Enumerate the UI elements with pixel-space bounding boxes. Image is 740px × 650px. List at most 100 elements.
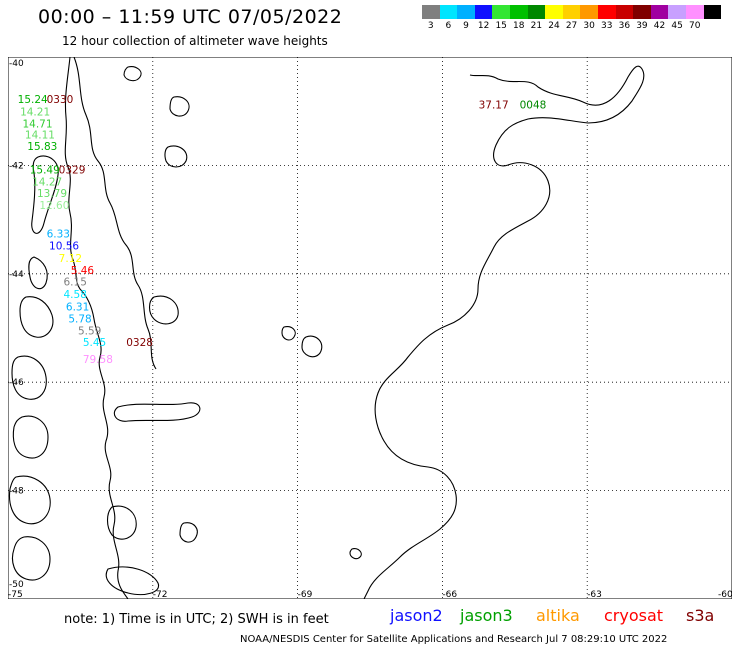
legend-swatch [633,5,651,19]
latitude-label: -50 [9,580,24,590]
legend-label: 24 [548,21,560,31]
longitude-label: -66 [442,590,457,599]
legend-label: 30 [583,21,595,31]
legend-label: 12 [477,21,490,31]
longitude-label: -72 [153,590,168,599]
map-frame [8,57,732,599]
map-title: 00:00 – 11:59 UTC 07/05/2022 [38,6,343,28]
wave-height-label: 10.56 [49,240,79,252]
legend-bin: 21 [527,5,546,31]
legend-bin: 42 [650,5,669,31]
legend-swatch [474,5,493,19]
island-group-4 [12,415,49,459]
satellite-s3a: s3a [686,606,715,625]
lake-7 [105,566,160,596]
satellite-jason2: jason2 [390,606,443,625]
lake-4 [148,295,179,325]
legend-bin: 39 [633,5,651,31]
pass-time-label: 0048 [520,99,547,111]
legend-swatch [439,5,458,19]
coastline-argentina [363,65,645,599]
longitude-label: -75 [8,590,23,599]
latitude-label: -42 [9,161,24,171]
legend-bin [703,5,722,31]
footer-note: note: 1) Time is in UTC; 2) SWH is in fe… [64,612,329,627]
graticule: -75 -72 -69 -66 -63 -60 -40 -42 -44 -46 -48 -50 [8,57,732,599]
legend-label: 45 [671,21,683,31]
legend-label: 18 [513,21,525,31]
legend-label: 21 [530,21,543,31]
legend-bin: 12 [474,5,493,31]
map-subtitle: 12 hour collection of altimeter wave hei… [62,34,328,48]
legend-bin: 18 [509,5,528,31]
legend-label: 33 [601,21,613,31]
legend-bin: 3 [422,5,440,31]
wave-height-label: 5.78 [68,314,91,326]
legend-swatch [457,5,475,19]
wave-height-label: 37.17 [479,99,509,111]
wave-height-label: 79.58 [83,354,113,366]
lake-8 [179,522,198,543]
wave-height-label: 15.83 [27,141,57,153]
island-chiloe [31,155,59,234]
legend-label: 39 [636,21,648,31]
legend-swatch [527,5,546,19]
legend-swatch [545,5,563,19]
legend-bin: 33 [597,5,616,31]
legend-label: 9 [463,21,469,31]
wave-height-label: 7.12 [59,253,82,265]
legend-swatch [615,5,634,19]
legend-bin: 36 [615,5,634,31]
legend-label: 42 [653,21,666,31]
legend-label: 70 [688,21,701,31]
legend-label: 6 [445,21,452,31]
island-group-6 [11,536,51,581]
legend-swatch [492,5,510,19]
lake-6 [106,505,137,540]
legend-label: 36 [618,21,631,31]
legend-bin: 24 [545,5,563,31]
legend-bin: 15 [492,5,510,31]
wave-height-label: 15.24 [18,94,48,106]
lake-1 [123,66,142,82]
legend-swatch [685,5,704,19]
latitude-label: -40 [9,59,24,69]
wave-height-label: 6.15 [64,277,87,289]
legend-bin: 70 [685,5,704,31]
island-group-3 [11,355,47,400]
coastline-inland [73,57,157,370]
latitude-label: -44 [9,270,24,280]
islet-1 [281,326,296,341]
satellite-altika: altika [536,606,580,625]
longitude-label: -60 [718,590,732,599]
coastline [8,57,645,599]
wave-height-label: 14.21 [20,107,50,119]
wave-height-label: 5.45 [83,337,106,349]
lake-5 [113,402,201,422]
satellite-jason3: jason3 [460,606,513,625]
legend-swatch [668,5,686,19]
legend-swatch [580,5,598,19]
wave-height-label: 13.79 [37,188,67,200]
legend-bin: 27 [562,5,581,31]
longitude-label: -63 [587,590,602,599]
wave-height-label: 6.33 [47,228,70,240]
wave-height-label: 15.49 [30,165,60,177]
legend-label: 15 [495,21,507,31]
wave-height-label: 6.31 [66,302,89,314]
wave-height-label: 14.71 [22,118,52,130]
longitude-label: -69 [298,590,313,599]
legend-bin: 30 [580,5,598,31]
pass-time-label: 0330 [47,94,74,106]
legend-swatch [509,5,528,19]
legend-swatch [422,5,440,19]
legend-swatch [597,5,616,19]
legend-bin: 6 [439,5,458,31]
legend-bin: 9 [457,5,475,31]
altimeter-map: -75 -72 -69 -66 -63 -60 -40 -42 -44 -46 -48 -50 15.… [8,57,732,599]
island-group-5 [8,475,51,525]
wave-height-label: 5.46 [71,265,95,277]
credit-line: NOAA/NESDIS Center for Satellite Applica… [240,634,668,645]
